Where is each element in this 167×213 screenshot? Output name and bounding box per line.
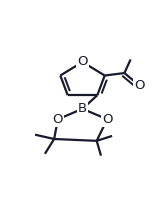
Text: O: O [134, 79, 144, 92]
Text: O: O [53, 113, 63, 126]
Text: B: B [78, 102, 87, 115]
Text: O: O [102, 113, 112, 126]
Text: O: O [77, 55, 88, 68]
